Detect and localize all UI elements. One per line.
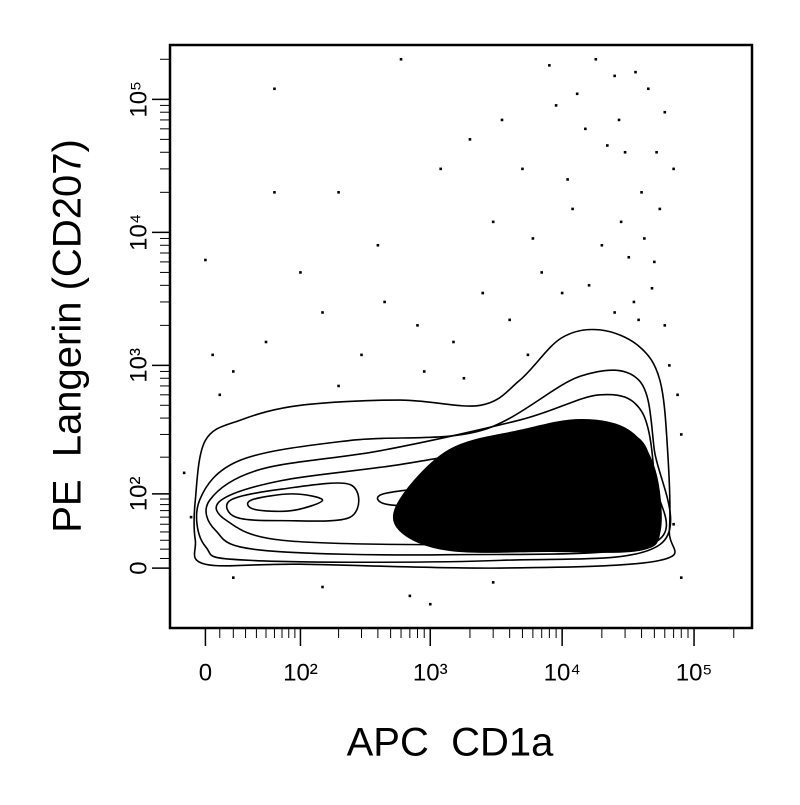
event-dot xyxy=(566,178,569,181)
event-dot xyxy=(640,191,643,194)
event-dot xyxy=(491,581,495,584)
event-dot xyxy=(189,515,193,519)
event-dot xyxy=(663,324,667,327)
event-dot xyxy=(653,260,656,264)
event-dot xyxy=(623,150,627,154)
y-tick-label: 0 xyxy=(125,561,152,574)
event-dot xyxy=(672,522,675,526)
contour-line xyxy=(246,493,324,513)
event-dot xyxy=(360,353,363,357)
y-axis-title: PE Langerin (CD207) xyxy=(46,139,90,533)
event-dot xyxy=(232,370,235,373)
event-dot xyxy=(676,393,679,397)
event-dot xyxy=(337,191,340,194)
event-dot xyxy=(428,602,432,606)
event-dot xyxy=(416,324,419,327)
event-dot xyxy=(508,318,511,322)
plot-frame xyxy=(168,43,754,630)
event-dot xyxy=(632,300,636,304)
event-dot xyxy=(376,243,380,247)
event-dot xyxy=(679,576,683,579)
density-region xyxy=(392,418,662,553)
event-dot xyxy=(321,311,324,314)
event-dot xyxy=(500,118,504,122)
event-dot xyxy=(658,207,662,211)
event-dot xyxy=(462,376,466,380)
event-dot xyxy=(439,167,442,171)
x-axis-title: APC CD1a xyxy=(347,721,554,765)
event-dot xyxy=(571,207,574,211)
event-dot xyxy=(655,150,658,154)
y-tick-label: 10⁴ xyxy=(125,214,152,251)
event-dot xyxy=(600,243,604,247)
event-dot xyxy=(584,127,587,131)
contour-line xyxy=(195,369,672,564)
event-dot xyxy=(273,87,276,91)
event-dot xyxy=(617,118,621,122)
event-dot xyxy=(422,370,426,373)
event-dot xyxy=(526,353,530,357)
event-dot xyxy=(232,576,235,579)
event-dot xyxy=(299,271,302,274)
event-dot xyxy=(554,104,558,107)
event-dot xyxy=(211,353,214,357)
event-dot xyxy=(218,393,222,397)
x-tick-label: 0 xyxy=(199,659,212,686)
event-dot xyxy=(468,138,472,141)
x-tick-label: 10³ xyxy=(413,659,448,686)
event-dot xyxy=(679,433,683,436)
contour-line xyxy=(193,328,676,569)
event-dot xyxy=(521,167,524,171)
event-dot xyxy=(383,300,386,304)
event-dot xyxy=(264,340,268,344)
event-dot xyxy=(399,57,403,61)
event-dot xyxy=(650,286,654,290)
event-dot xyxy=(643,237,646,240)
x-tick-label: 10⁴ xyxy=(544,659,581,686)
event-dot xyxy=(452,340,455,344)
event-dot xyxy=(182,471,186,475)
event-dot xyxy=(273,191,276,194)
event-dot xyxy=(560,291,564,295)
x-tick-label: 10² xyxy=(283,659,318,686)
event-dot xyxy=(540,271,544,274)
event-dot xyxy=(481,291,485,295)
event-dot xyxy=(613,311,616,314)
event-dot xyxy=(668,364,671,367)
y-tick-label: 10³ xyxy=(125,348,152,383)
event-dot xyxy=(613,74,616,78)
event-dot xyxy=(663,110,667,114)
event-dot xyxy=(491,220,495,224)
event-dot xyxy=(627,255,631,259)
event-dot xyxy=(647,87,650,91)
event-dot xyxy=(594,57,598,61)
y-tick-label: 10² xyxy=(125,477,152,512)
event-dot xyxy=(337,384,340,388)
event-dot xyxy=(575,92,579,96)
event-dot xyxy=(531,237,535,240)
event-dot xyxy=(606,144,609,147)
contour-line xyxy=(225,482,360,522)
event-dot xyxy=(408,594,412,598)
event-dot xyxy=(321,585,324,589)
event-dot xyxy=(672,167,675,171)
event-dot xyxy=(634,70,637,74)
y-tick-label: 10⁵ xyxy=(125,81,152,118)
event-dot xyxy=(637,318,640,322)
x-tick-label: 10⁵ xyxy=(676,659,713,686)
event-dot xyxy=(204,258,207,262)
event-dot xyxy=(548,64,551,67)
event-dot xyxy=(619,220,623,224)
event-dot xyxy=(587,284,591,287)
